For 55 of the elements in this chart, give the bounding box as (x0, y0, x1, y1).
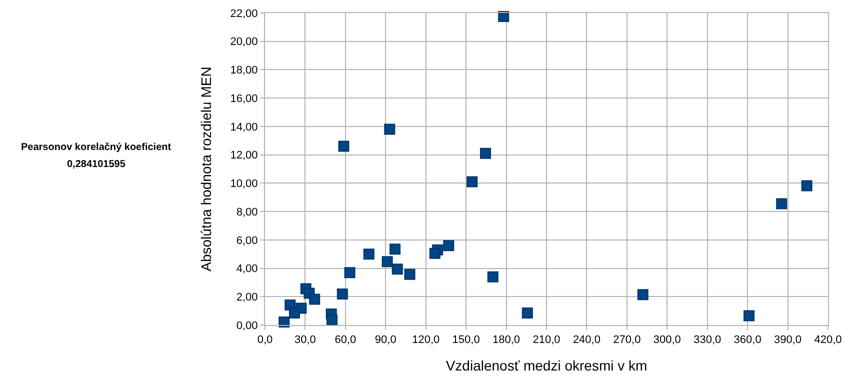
y-tick-label: 4,00 (236, 263, 258, 276)
point (466, 176, 478, 188)
x-tick-label: 390,0 (774, 334, 802, 346)
x-tick-label: 180,0 (492, 334, 520, 346)
x-tick-label: 120,0 (412, 334, 440, 346)
point (336, 288, 348, 300)
point (326, 314, 338, 326)
y-tick-label: 16,00 (230, 92, 258, 105)
point (390, 244, 401, 255)
y-tick-label: 18,00 (230, 64, 258, 77)
x-tick-label: 360,0 (734, 334, 762, 346)
point (384, 124, 396, 135)
y-tick-label: 20,00 (230, 36, 258, 48)
point (498, 11, 510, 22)
point (382, 256, 393, 268)
y-tick-label: 2,00 (236, 291, 258, 304)
point (288, 307, 300, 318)
y-tick-label: 14,00 (230, 121, 258, 134)
point (637, 289, 648, 300)
x-tick-label: 330,0 (694, 334, 722, 346)
x-tick-label: 0,0 (257, 334, 273, 346)
x-tick-label: 60,0 (334, 334, 356, 346)
x-axis-title: Vzdialenosť medzi okresmi v km (446, 358, 648, 374)
x-tick-label: 210,0 (532, 334, 560, 346)
y-tick-label: 10,00 (230, 178, 258, 190)
x-tick-label: 30,0 (294, 334, 316, 346)
point (443, 240, 454, 252)
y-tick-label: 12,00 (230, 150, 258, 162)
point (801, 180, 812, 192)
text: Pearsonov korelačný koeficient (21, 142, 172, 153)
point (344, 267, 356, 278)
point (487, 271, 498, 282)
x-tick-label: 420,0 (814, 334, 842, 346)
point (429, 248, 440, 259)
text: 0,284101595 (67, 159, 126, 170)
point (522, 307, 533, 318)
y-tick-label: 0,00 (236, 320, 258, 332)
x-tick-label: 240,0 (572, 334, 600, 346)
x-tick-label: 90,0 (374, 334, 396, 346)
point (392, 264, 403, 275)
point (480, 148, 492, 159)
point (744, 310, 755, 322)
y-axis-title: Absolútna hodnota rozdielu MEN (198, 66, 214, 272)
y-tick-label: 22,00 (230, 8, 258, 20)
point (278, 316, 290, 328)
y-tick-label: 6,00 (236, 234, 258, 247)
x-tick-label: 300,0 (653, 334, 681, 346)
x-tick-label: 270,0 (613, 334, 641, 346)
point (404, 268, 416, 280)
y-tick-label: 8,00 (236, 206, 258, 218)
point (363, 248, 374, 260)
point (338, 140, 350, 152)
point (309, 294, 320, 305)
x-tick-label: 150,0 (452, 334, 480, 346)
point (776, 198, 788, 210)
